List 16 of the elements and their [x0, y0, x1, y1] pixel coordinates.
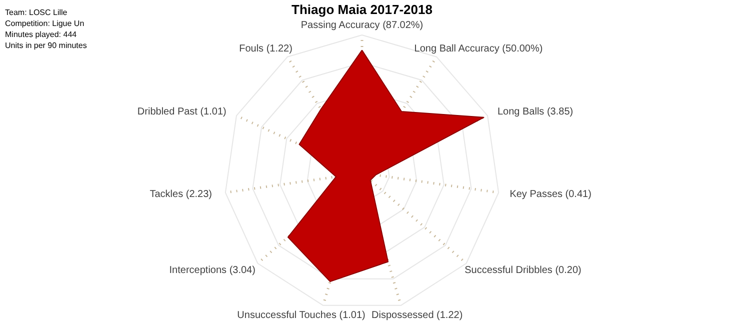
spoke-label: Successful Dribbles (0.20): [464, 264, 582, 276]
text: Minutes played: 444: [5, 30, 78, 39]
spoke-label: Interceptions (3.04): [169, 264, 256, 276]
spoke-label: Dispossessed (1.22): [372, 310, 463, 322]
spoke-label: Long Ball Accuracy (50.00%): [414, 43, 543, 54]
text: Team: LOSC Lille: [5, 8, 68, 17]
spoke-label: Fouls (1.22): [239, 43, 292, 54]
spoke-label: Key Passes (0.41): [510, 189, 592, 200]
text: Units in per 90 minutes: [5, 41, 87, 50]
text: Competition: Ligue Un: [5, 19, 84, 28]
spoke-label: Passing Accuracy (87.02%): [300, 20, 424, 31]
spoke-label: Long Balls (3.85): [497, 106, 574, 118]
chart-title: Thiago Maia 2017-2018: [292, 2, 432, 17]
spoke-label: Unsuccessful Touches (1.01): [237, 310, 366, 322]
spoke-label: Tackles (2.23): [150, 189, 212, 200]
spoke-label: Dribbled Past (1.01): [137, 106, 226, 118]
